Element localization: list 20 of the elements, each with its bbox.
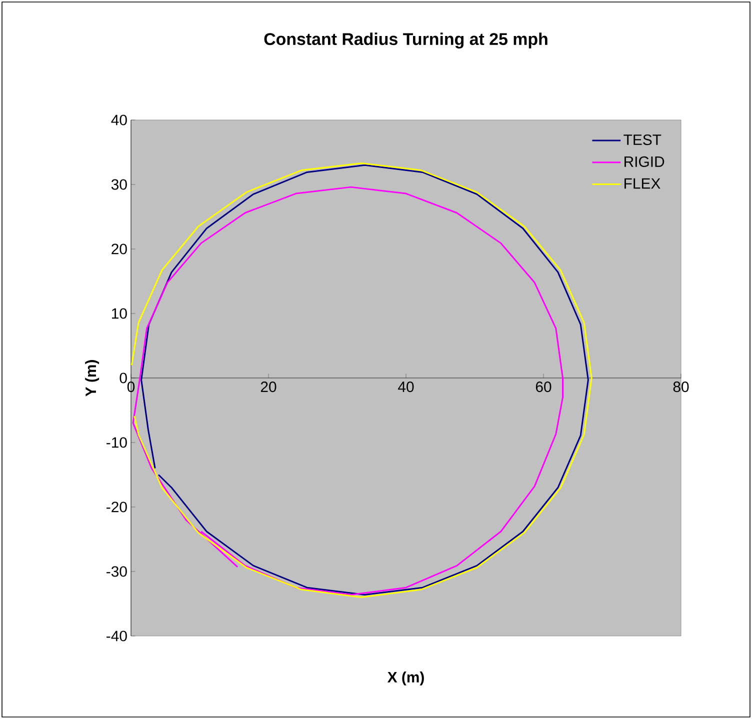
chart-title: Constant Radius Turning at 25 mph — [264, 32, 548, 48]
y-tick-label: -20 — [106, 502, 127, 512]
legend-label: RIGID — [624, 156, 664, 167]
y-tick-label: 10 — [112, 308, 127, 319]
x-tick-label: 80 — [673, 382, 689, 392]
x-axis-title: X (m) — [387, 672, 424, 686]
x-tick-label: 60 — [536, 382, 552, 392]
y-tick-label: 30 — [111, 179, 127, 190]
y-tick-label: 40 — [111, 114, 127, 126]
y-axis-title: Y (m) — [85, 360, 100, 396]
x-tick-label: 20 — [260, 382, 276, 392]
x-tick-label: 0 — [127, 382, 135, 392]
y-tick-label: 20 — [112, 244, 127, 254]
x-tick-label: 40 — [398, 382, 414, 392]
y-tick-label: -10 — [106, 437, 127, 448]
y-tick-label: -40 — [106, 630, 127, 642]
legend-label: TEST — [624, 134, 662, 146]
y-tick-label: 0 — [120, 372, 127, 384]
y-tick-label: -30 — [106, 566, 127, 577]
legend-label: FLEX — [624, 178, 660, 189]
